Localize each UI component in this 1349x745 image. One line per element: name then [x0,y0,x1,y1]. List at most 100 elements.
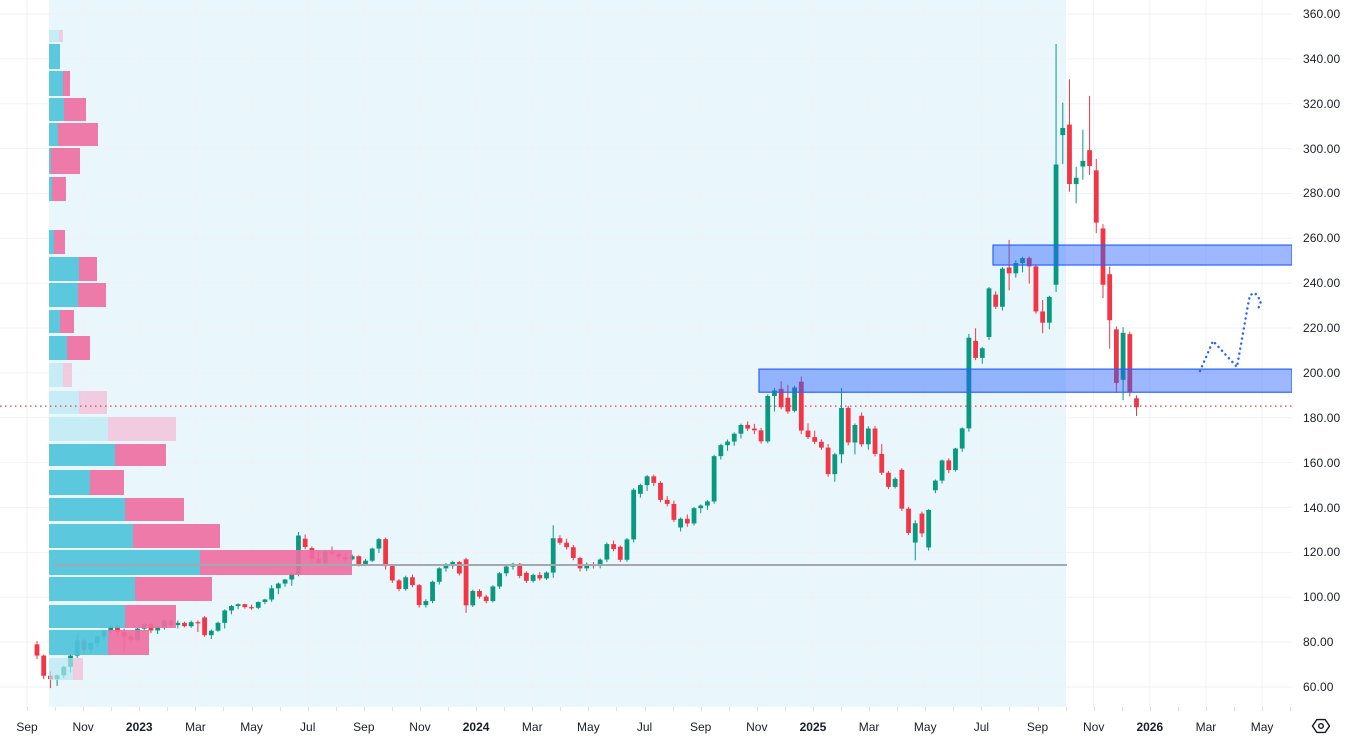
candle-body [671,503,677,520]
time-axis-tick-mark [448,707,450,711]
time-tick-label-month: Mar [521,720,543,734]
candle-body [926,509,932,548]
candle-body [410,577,415,586]
candle-body [1067,124,1072,185]
time-axis[interactable]: Sep Nov 2023 Mar May Jul Sep Nov 2024 Mar May Jul Se… [0,707,1292,745]
candle-body [718,445,724,457]
time-tick-label-year: 2026 [1136,720,1164,734]
candle-body [932,480,938,491]
time-tick-label-year: 2023 [125,720,153,734]
time-axis-tick-mark [644,707,646,711]
time-axis-tick-mark [700,707,702,711]
vp-buy-bar [49,630,108,655]
candle-body [637,485,643,494]
candle-body [1013,263,1019,274]
candle-body [879,453,885,473]
candle-body [859,415,865,445]
candle-body [1113,329,1119,384]
vp-buy-bar [49,257,79,281]
projection-arrow-drawing[interactable] [1198,291,1263,373]
candle-body [1060,127,1066,136]
time-tick-label-year: 2024 [462,720,490,734]
candle-body [845,407,851,443]
candle-body [812,437,818,442]
candle-body [470,590,476,606]
vp-sell-bar [108,417,176,441]
candle-body [41,655,47,676]
vp-sell-bar [79,391,107,414]
hexagon-dot-icon[interactable] [1310,717,1332,735]
candle-body [497,573,502,587]
candle-body [430,581,435,602]
candle-body [684,518,690,524]
candle-body [973,340,978,358]
candle-body [550,538,556,573]
candle-body [886,472,891,487]
candle-body [832,454,838,475]
price-axis[interactable]: 360.00 340.00 320.00 300.00 280.00 260.00 240.… [1292,0,1349,707]
time-tick-label-month: Nov [1082,720,1105,734]
vp-sell-bar [64,98,86,121]
candle-body [423,601,429,606]
candle-body [396,580,402,589]
candle-body [584,564,590,569]
candle-body [1006,267,1012,274]
time-axis-tick-mark [335,707,337,711]
time-axis-tick-mark [167,707,169,711]
time-axis-tick-mark [953,707,955,711]
candle-body [993,294,999,307]
vp-sell-bar [59,30,63,42]
candlestick-chart[interactable] [0,0,1292,707]
vp-sell-bar [54,230,65,254]
candle-body [1093,170,1099,223]
time-axis-tick-mark [55,707,57,711]
time-axis-tick-mark [139,707,141,711]
candle-body [383,539,389,567]
volume-profile-indicator[interactable] [49,30,352,680]
candle-body [617,546,623,560]
vp-sell-bar [63,363,72,387]
candle-body [376,539,382,549]
chart-plot-area[interactable] [0,0,1292,707]
candle-body [751,428,757,431]
candle-body [363,560,368,565]
price-tick-label: 340.00 [1303,51,1341,66]
candle-body [249,607,254,609]
candle-body [524,572,529,581]
time-axis-tick-mark [27,707,28,711]
candle-body [349,556,355,560]
time-tick-label-month: Nov [72,720,94,734]
candle-body [892,478,898,487]
candle-body [778,388,784,408]
vp-buy-bar [49,658,73,680]
time-axis-tick-mark [1290,707,1292,711]
candle-body [818,441,824,448]
vp-sell-bar [125,498,184,521]
time-tick-label-month: Sep [1026,720,1049,734]
time-tick-label-month: May [577,720,600,734]
time-axis-tick-mark [672,707,674,711]
lower-supply-zone[interactable] [758,368,1292,393]
upper-supply-zone[interactable] [992,244,1292,266]
time-tick-label-month: Sep [689,720,712,734]
time-axis-tick-mark [756,707,758,711]
candle-body [705,501,710,506]
candle-body [275,583,281,589]
candle-body [745,424,751,429]
candle-body [624,539,630,560]
candle-body [953,448,958,471]
vp-sell-bar [58,123,98,146]
time-axis-tick-mark [1065,707,1067,711]
time-tick-label-month: Mar [185,720,206,734]
candle-body [906,508,911,533]
candle-body [530,575,536,581]
candle-body [664,499,670,504]
candle-body [242,604,248,608]
price-tick-label: 80.00 [1303,635,1334,650]
candle-body [758,430,764,442]
candle-body [175,622,181,626]
candle-body [262,599,268,602]
time-tick-label-month: Nov [746,720,768,734]
time-axis-tick-mark [1205,707,1207,711]
